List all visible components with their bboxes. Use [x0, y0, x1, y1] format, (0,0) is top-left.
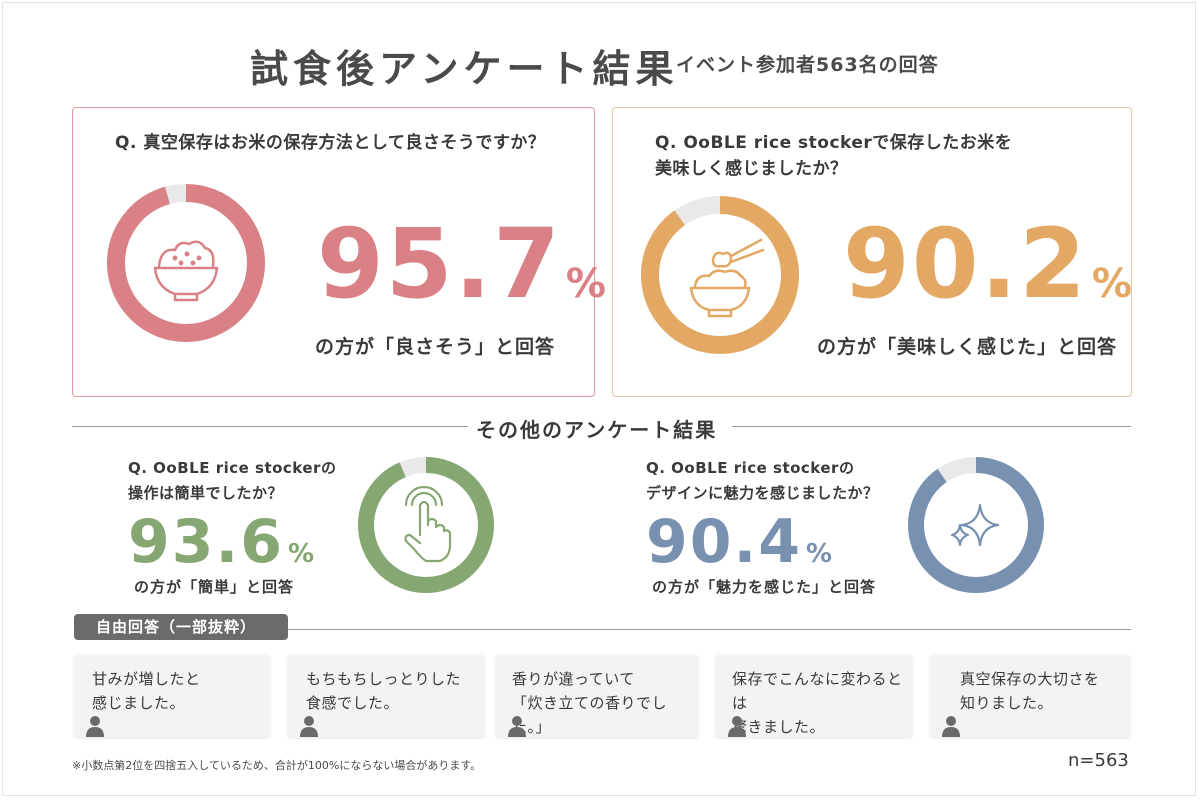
- donut-arc: [641, 196, 799, 354]
- page-title: 試食後アンケート結果: [250, 47, 679, 91]
- rice-bowl-chopsticks-icon: [689, 238, 765, 318]
- value-number: 95.7: [317, 208, 562, 320]
- question-text: Q. OoBLE rice stockerの デザインに魅力を感じましたか？: [646, 459, 879, 502]
- question-text: Q. 真空保存はお米の保存方法として良さそうですか？: [115, 133, 546, 153]
- question-text: Q. OoBLE rice stockerで保存したお米を 美味しく感じましたか…: [655, 133, 1013, 179]
- result-caption: の方が「魅力を感じた」と回答: [652, 578, 877, 596]
- question-text: Q. OoBLE rice stockerの 操作は簡単でしたか？: [128, 459, 337, 502]
- footnote: ※小数点第2位を四捨五入しているため、合計が100%にならない場合があります。: [72, 759, 482, 772]
- value-number: 93.6: [128, 507, 285, 577]
- result-caption: の方が「簡単」と回答: [134, 578, 295, 596]
- result-value-tasty: 90.2%: [843, 216, 1134, 312]
- result-caption: の方が「美味しく感じた」と回答: [817, 336, 1118, 358]
- result-caption: の方が「良さそう」と回答: [315, 336, 556, 358]
- comment-card: 保存でこんなに変わるとは 驚きました。: [716, 655, 912, 737]
- rice-bowl-icon: [153, 240, 219, 302]
- comment-card: 香りが違っていて 「炊き立ての香りでした。」: [496, 655, 698, 737]
- result-value-easy: 93.6%: [128, 512, 316, 572]
- person-icon: [86, 716, 104, 737]
- sample-size: n=563: [1068, 750, 1129, 771]
- donut-chart-tasty: [641, 196, 799, 354]
- person-icon: [728, 716, 746, 737]
- value-number: 90.4: [646, 507, 803, 577]
- result-value-good: 95.7%: [317, 216, 608, 312]
- free-answers-label: 自由回答（一部抜粋）: [74, 614, 288, 640]
- sparkle-icon: [950, 503, 1000, 547]
- comment-card: 甘みが増したと 感じました。: [74, 655, 270, 737]
- value-unit: %: [806, 539, 835, 569]
- comment-text: 甘みが増したと 感じました。: [92, 670, 201, 712]
- section-title: その他のアンケート結果: [476, 418, 718, 442]
- free-answers-divider: [288, 629, 1131, 630]
- person-icon: [300, 716, 318, 737]
- comment-text: 香りが違っていて 「炊き立ての香りでした。」: [512, 670, 668, 736]
- comment-text: 真空保存の大切さを 知りました。: [960, 670, 1100, 712]
- tap-hand-icon: [404, 485, 452, 563]
- donut-arc: [908, 457, 1044, 593]
- value-unit: %: [1091, 261, 1134, 307]
- comment-card: もちもちしっとりした 食感でした。: [288, 655, 484, 737]
- value-unit: %: [565, 261, 608, 307]
- donut-chart-good: [107, 184, 265, 342]
- comment-text: もちもちしっとりした 食感でした。: [306, 670, 462, 712]
- donut-arc: [358, 457, 494, 593]
- comment-text: 保存でこんなに変わるとは 驚きました。: [732, 670, 903, 736]
- section-divider-left: [72, 426, 468, 427]
- page-subtitle: イベント参加者563名の回答: [676, 54, 939, 76]
- value-number: 90.2: [843, 208, 1088, 320]
- donut-chart-easy: [358, 457, 494, 593]
- value-unit: %: [288, 539, 317, 569]
- comment-card: 真空保存の大切さを 知りました。: [930, 655, 1130, 737]
- section-divider-right: [732, 426, 1131, 427]
- donut-arc: [107, 184, 265, 342]
- donut-chart-design: [908, 457, 1044, 593]
- result-card-good: Q. 真空保存はお米の保存方法として良さそうですか？ 95.7% の方が「良さそ…: [72, 107, 606, 397]
- person-icon: [942, 716, 960, 737]
- result-value-design: 90.4%: [646, 512, 834, 572]
- result-card-tasty: Q. OoBLE rice stockerで保存したお米を 美味しく感じましたか…: [612, 107, 1132, 397]
- person-icon: [508, 716, 526, 737]
